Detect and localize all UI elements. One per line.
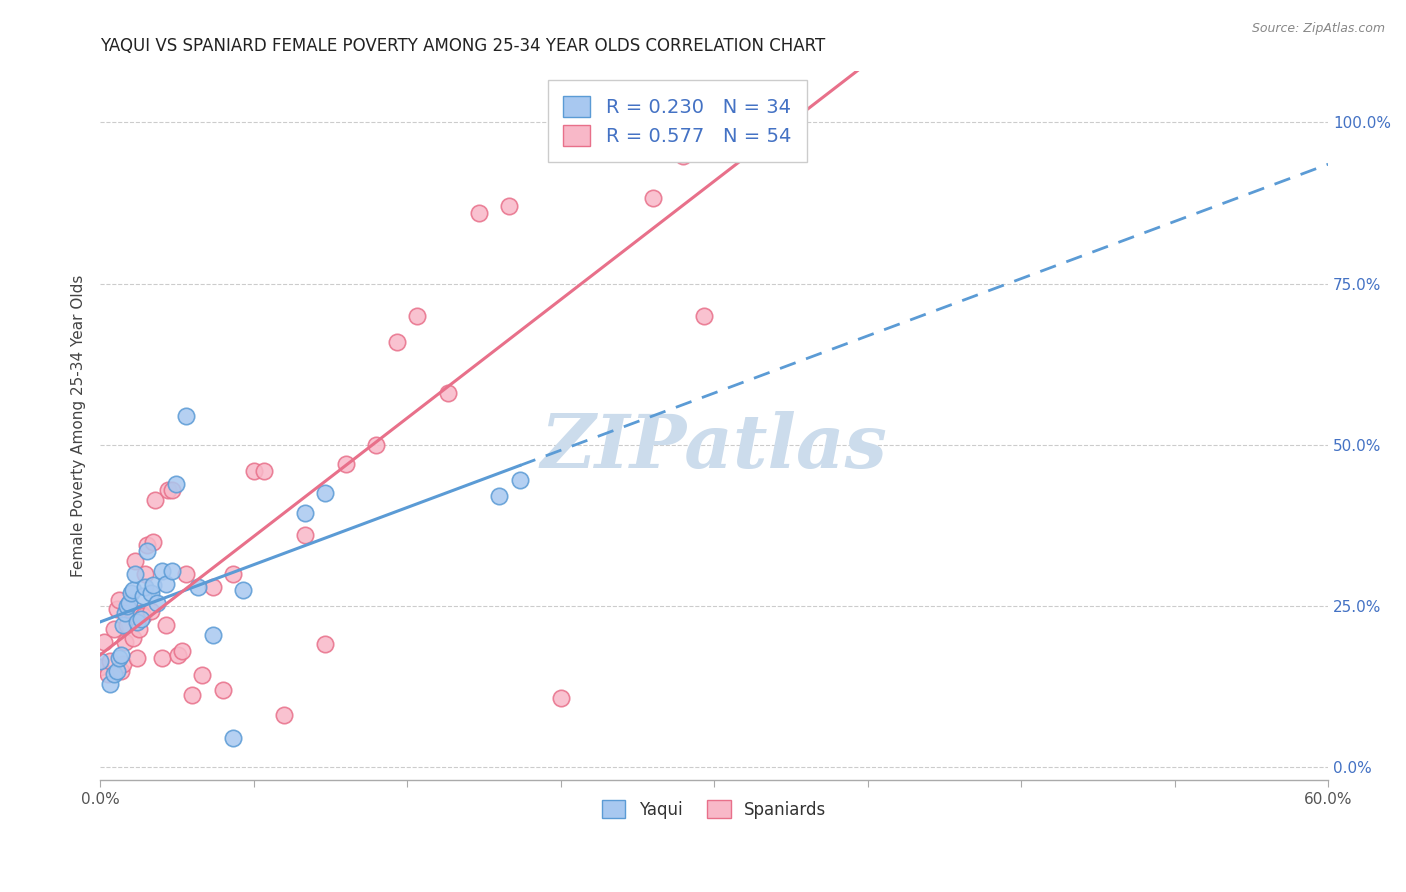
Point <box>105 602 128 616</box>
Point <box>107 650 129 665</box>
Point <box>125 650 148 665</box>
Point <box>134 566 156 581</box>
Point <box>114 634 136 648</box>
Point <box>201 628 224 642</box>
Point <box>136 544 159 558</box>
Point <box>187 580 209 594</box>
Point <box>723 115 745 129</box>
Point <box>93 634 115 648</box>
Point <box>136 538 159 552</box>
Point <box>174 409 197 423</box>
Point <box>89 660 111 674</box>
Point <box>156 483 179 497</box>
Point <box>129 612 152 626</box>
Point <box>366 438 388 452</box>
Text: Source: ZipAtlas.com: Source: ZipAtlas.com <box>1251 22 1385 36</box>
Point <box>468 205 491 219</box>
Point <box>134 580 156 594</box>
Point <box>294 506 316 520</box>
Point <box>406 309 429 323</box>
Point <box>89 654 111 668</box>
Point <box>488 490 510 504</box>
Point <box>509 474 531 488</box>
Point <box>273 707 295 722</box>
Point <box>110 648 132 662</box>
Point <box>103 622 125 636</box>
Point <box>142 534 165 549</box>
Point <box>672 149 695 163</box>
Point <box>155 618 177 632</box>
Point <box>111 657 134 672</box>
Point <box>132 590 155 604</box>
Point <box>141 586 163 600</box>
Point <box>98 676 121 690</box>
Point <box>107 592 129 607</box>
Point <box>600 115 623 129</box>
Point <box>120 586 142 600</box>
Point <box>550 691 572 706</box>
Point <box>115 599 138 614</box>
Point <box>335 457 357 471</box>
Point <box>212 683 235 698</box>
Point <box>103 666 125 681</box>
Point <box>125 615 148 630</box>
Point <box>110 664 132 678</box>
Point <box>150 650 173 665</box>
Point <box>98 654 121 668</box>
Point <box>146 596 169 610</box>
Point <box>242 464 264 478</box>
Point <box>191 668 214 682</box>
Point <box>142 578 165 592</box>
Point <box>314 636 336 650</box>
Point <box>181 688 204 702</box>
Text: YAQUI VS SPANIARD FEMALE POVERTY AMONG 25-34 YEAR OLDS CORRELATION CHART: YAQUI VS SPANIARD FEMALE POVERTY AMONG 2… <box>100 37 825 55</box>
Point <box>165 476 187 491</box>
Point <box>122 582 145 597</box>
Point <box>122 632 145 646</box>
Point <box>129 606 152 620</box>
Point <box>118 596 141 610</box>
Point <box>115 618 138 632</box>
Point <box>703 115 725 129</box>
Point <box>128 622 150 636</box>
Point <box>124 566 146 581</box>
Point <box>222 566 245 581</box>
Point <box>385 334 408 349</box>
Point <box>105 664 128 678</box>
Point <box>167 648 190 662</box>
Text: ZIPatlas: ZIPatlas <box>541 410 887 483</box>
Point <box>174 566 197 581</box>
Y-axis label: Female Poverty Among 25-34 Year Olds: Female Poverty Among 25-34 Year Olds <box>72 275 86 577</box>
Point <box>155 576 177 591</box>
Point <box>132 608 155 623</box>
Point <box>124 554 146 568</box>
Point <box>145 492 167 507</box>
Point <box>111 618 134 632</box>
Point <box>693 309 716 323</box>
Point <box>150 564 173 578</box>
Point <box>294 528 316 542</box>
Point <box>97 666 120 681</box>
Point <box>437 386 460 401</box>
Point <box>253 464 276 478</box>
Point <box>232 582 254 597</box>
Point <box>498 199 520 213</box>
Point <box>118 602 141 616</box>
Point <box>170 644 193 658</box>
Point <box>160 564 183 578</box>
Point <box>314 486 336 500</box>
Point <box>114 606 136 620</box>
Point <box>160 483 183 497</box>
Legend: Yaqui, Spaniards: Yaqui, Spaniards <box>595 793 832 825</box>
Point <box>641 191 664 205</box>
Point <box>201 580 224 594</box>
Point <box>222 731 245 746</box>
Point <box>141 604 163 618</box>
